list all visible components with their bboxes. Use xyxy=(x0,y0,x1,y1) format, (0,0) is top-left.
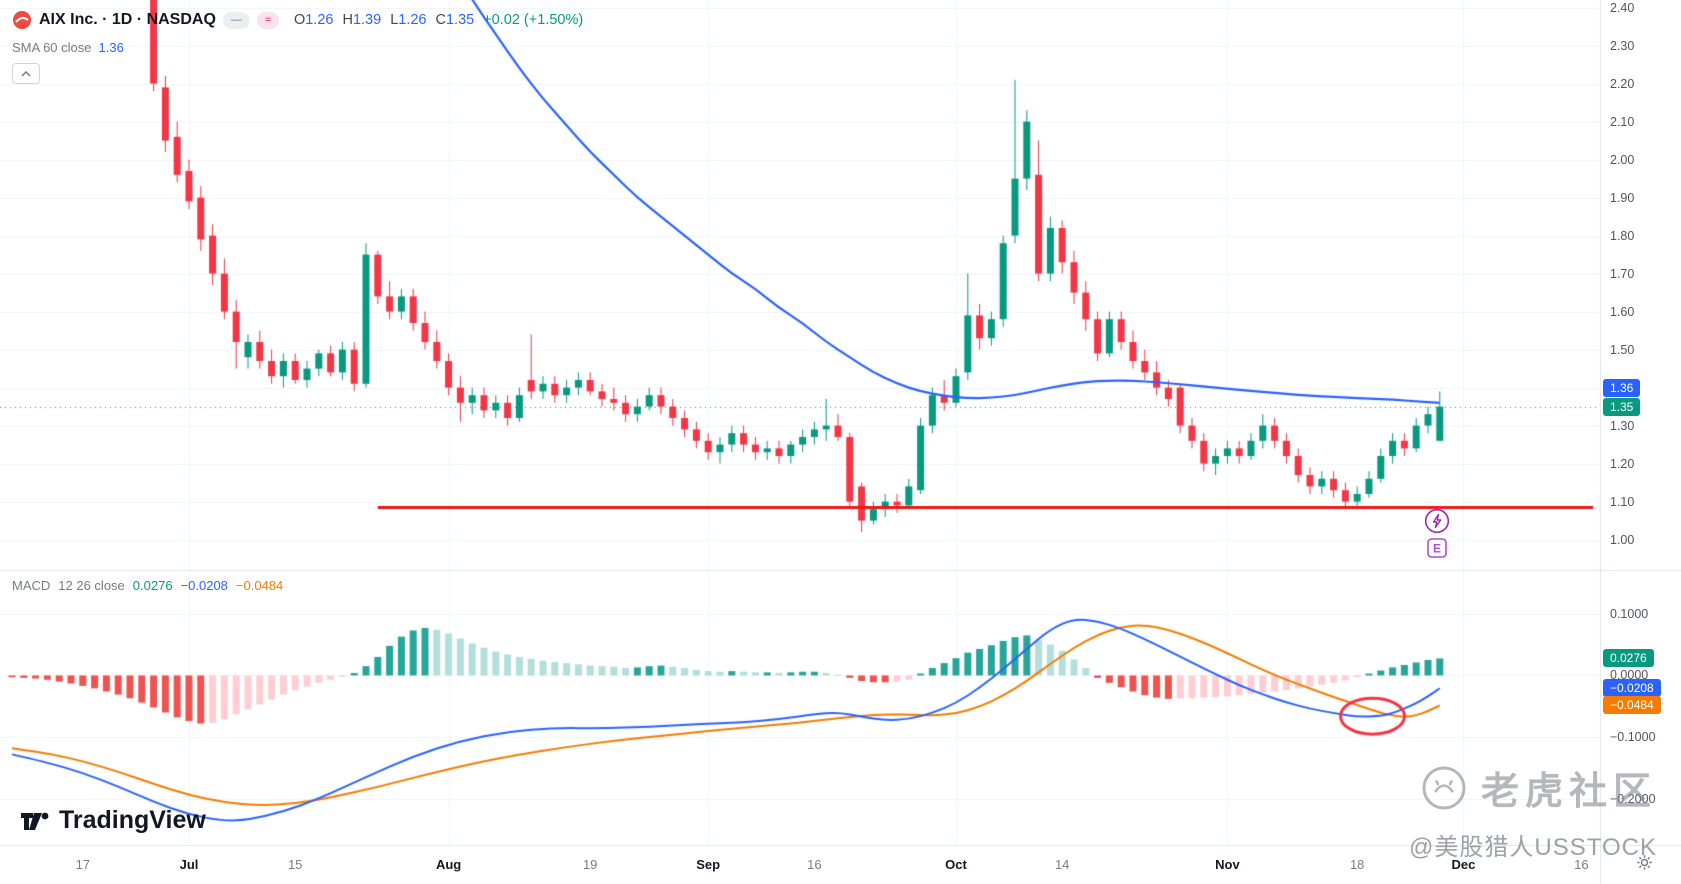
toggle-pill-wave[interactable]: ≈ xyxy=(256,11,279,29)
ohlc-change: +0.02 (+1.50%) xyxy=(483,12,584,28)
macd-signal-value: −0.0484 xyxy=(235,578,284,593)
sma-legend-value: 1.36 xyxy=(98,40,124,55)
time-tick-label: Sep xyxy=(696,857,721,872)
ohlc-low: L1.26 xyxy=(390,12,427,28)
time-tick-label: Dec xyxy=(1451,857,1476,872)
price-tick-label: 1.80 xyxy=(1610,228,1635,243)
tradingview-logo-text: TradingView xyxy=(59,806,206,834)
collapse-pane-button[interactable] xyxy=(12,63,40,84)
time-tick-label: Aug xyxy=(435,857,462,872)
pill-dash-icon: — xyxy=(230,13,242,26)
time-tick-label: 17 xyxy=(75,857,91,872)
macd-tick-label: 0.0000 xyxy=(1610,668,1649,683)
symbol-title[interactable]: AIX Inc. · 1D · NASDAQ xyxy=(39,11,216,28)
price-tick-label: 1.60 xyxy=(1610,304,1635,319)
time-tick-label: 16 xyxy=(1574,857,1589,872)
macd-params: 12 26 close xyxy=(58,578,125,593)
time-tick-label: 16 xyxy=(807,857,822,872)
time-tick-label: 15 xyxy=(287,857,303,872)
sma-legend-row: SMA 60 close 1.36 xyxy=(12,40,583,55)
time-tick-label: 14 xyxy=(1054,857,1070,872)
broker-logo-icon[interactable] xyxy=(12,10,32,30)
time-tick-label: 19 xyxy=(582,857,598,872)
price-tick-label: 2.40 xyxy=(1610,0,1635,15)
axis-settings-gear-icon[interactable] xyxy=(1636,854,1653,876)
time-tick-label: Oct xyxy=(945,857,967,872)
tradingview-logo-icon xyxy=(20,808,50,834)
ohlc-close: C1.35 xyxy=(435,12,475,28)
chevron-up-icon xyxy=(21,70,31,77)
symbol-legend-row: AIX Inc. · 1D · NASDAQ — ≈ O1.26 H1.39 L… xyxy=(12,7,583,33)
macd-tick-label: −0.1000 xyxy=(1610,730,1656,745)
events-lightning-icon[interactable] xyxy=(1424,508,1450,539)
macd-line-badge: −0.0208 xyxy=(1603,679,1661,698)
macd-tick-label: −0.2000 xyxy=(1610,791,1656,806)
price-tick-label: 1.30 xyxy=(1610,418,1635,433)
macd-signal-badge: −0.0484 xyxy=(1603,696,1661,715)
price-tick-label: 2.30 xyxy=(1610,38,1635,53)
price-tick-label: 1.10 xyxy=(1610,494,1635,509)
macd-legend: MACD 12 26 close 0.0276 −0.0208 −0.0484 xyxy=(12,578,283,593)
macd-hist-badge: 0.0276 xyxy=(1603,649,1654,668)
macd-line-value: −0.0208 xyxy=(180,578,228,593)
price-tick-label: 1.00 xyxy=(1610,532,1635,547)
price-tick-label: 1.90 xyxy=(1610,190,1635,205)
price-tick-label: 1.20 xyxy=(1610,456,1635,471)
toggle-pill-candle[interactable]: — xyxy=(222,11,250,29)
ohlc-values: O1.26 H1.39 L1.26 C1.35 +0.02 (+1.50%) xyxy=(294,12,583,28)
ohlc-high: H1.39 xyxy=(342,12,382,28)
macd-name: MACD xyxy=(12,578,51,593)
macd-tick-label: 0.1000 xyxy=(1610,606,1649,621)
macd-hist-value: 0.0276 xyxy=(132,578,173,593)
time-tick-label: 18 xyxy=(1349,857,1365,872)
time-tick-label: Nov xyxy=(1215,857,1240,872)
tradingview-logo[interactable]: TradingView xyxy=(20,806,206,835)
price-tick-label: 2.10 xyxy=(1610,114,1635,129)
time-tick-label: Jul xyxy=(179,857,199,872)
price-tick-label: 1.50 xyxy=(1610,342,1635,357)
price-tick-label: 1.70 xyxy=(1610,266,1635,281)
price-tick-label: 2.00 xyxy=(1610,152,1635,167)
main-legend: AIX Inc. · 1D · NASDAQ — ≈ O1.26 H1.39 L… xyxy=(12,7,583,84)
svg-text:E: E xyxy=(1433,542,1441,556)
last-price-badge: 1.35 xyxy=(1603,397,1641,416)
pill-wave-icon: ≈ xyxy=(264,13,271,26)
sma-value-badge: 1.36 xyxy=(1603,378,1641,397)
sma-legend-label: SMA 60 close xyxy=(12,40,92,55)
price-tick-label: 2.20 xyxy=(1610,76,1635,91)
ohlc-open: O1.26 xyxy=(293,12,334,28)
earnings-marker-icon[interactable]: E xyxy=(1427,538,1447,563)
